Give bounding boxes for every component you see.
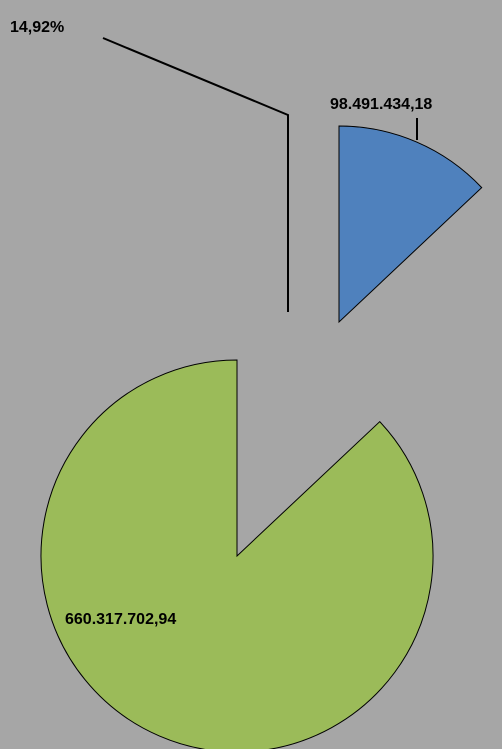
pie-slice bbox=[338, 125, 483, 324]
pie-slice bbox=[40, 359, 434, 749]
data-label: 98.491.434,18 bbox=[330, 96, 432, 113]
annotation: 14,92% bbox=[10, 19, 64, 36]
data-label: 660.317.702,94 bbox=[65, 611, 176, 628]
leader-line bbox=[102, 37, 289, 312]
